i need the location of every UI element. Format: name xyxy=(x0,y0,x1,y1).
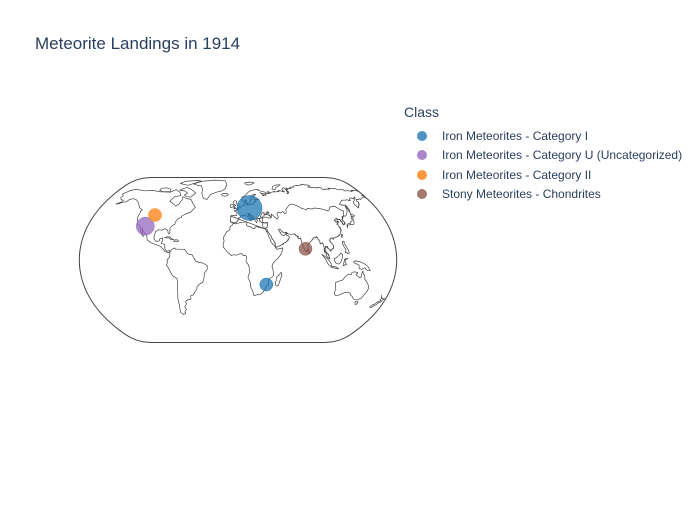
coastline-borneo xyxy=(333,252,344,265)
legend-item-stony-chondrites[interactable]: Stony Meteorites - Chondrites xyxy=(404,185,682,205)
coastline-svalbard xyxy=(244,181,255,186)
globe-outline xyxy=(78,177,398,343)
coastline-novaya-zemlya xyxy=(271,184,281,191)
coastline-cuba xyxy=(164,236,175,241)
coastline-south-america xyxy=(166,247,208,315)
coastline-ellesmere xyxy=(179,180,202,186)
coastline-new-zealand-south xyxy=(369,301,379,308)
coastline-north-america xyxy=(115,189,196,253)
coastline-taiwan xyxy=(340,233,343,238)
meteorite-marker-0-0[interactable] xyxy=(236,195,263,221)
legend-label: Iron Meteorites - Category II xyxy=(442,167,592,182)
meteorite-marker-0-1[interactable] xyxy=(259,277,274,292)
coastline-new-zealand-north xyxy=(378,294,385,303)
legend-marker xyxy=(417,130,427,141)
meteorite-marker-3-0[interactable] xyxy=(298,242,313,256)
legend-marker xyxy=(417,189,427,200)
meteorite-marker-2-0[interactable] xyxy=(148,208,162,222)
coastline-new-guinea xyxy=(353,260,371,271)
coastline-victoria-isl xyxy=(159,187,171,193)
markers-layer xyxy=(136,195,313,292)
coastline-japan xyxy=(346,217,355,229)
coastlines xyxy=(115,179,385,315)
legend-title: Class xyxy=(404,104,440,120)
coastline-greenland xyxy=(193,179,228,200)
legend-label: Iron Meteorites - Category I xyxy=(442,128,589,143)
geo-layer xyxy=(78,177,398,343)
legend-label: Iron Meteorites - Category U (Uncategori… xyxy=(442,148,683,163)
coastline-sulawesi xyxy=(342,258,349,267)
coastline-hispaniola xyxy=(173,239,180,242)
legend-item-iron-category-i[interactable]: Iron Meteorites - Category I xyxy=(404,126,682,146)
legend-item-iron-category-ii[interactable]: Iron Meteorites - Category II xyxy=(404,165,682,185)
chart-title: Meteorite Landings in 1914 xyxy=(35,34,241,53)
legend-marker xyxy=(417,169,427,180)
legend-label: Stony Meteorites - Chondrites xyxy=(442,187,601,202)
coastline-ireland xyxy=(229,203,234,208)
coastline-sakhalin xyxy=(344,204,351,214)
coastline-australia xyxy=(334,270,370,301)
coastline-philippines xyxy=(342,240,350,255)
legend-marker xyxy=(417,150,427,161)
coastline-europe xyxy=(222,183,366,296)
legend-item-iron-category-u[interactable]: Iron Meteorites - Category U (Uncategori… xyxy=(404,146,682,166)
coastline-java xyxy=(330,266,340,270)
coastline-baffin xyxy=(179,187,197,198)
legend: Class Iron Meteorites - Category I Iron … xyxy=(404,104,682,204)
coastline-madagascar xyxy=(274,271,283,287)
coastline-tasmania xyxy=(354,301,359,305)
coastline-sumatra xyxy=(321,254,332,267)
coastline-iceland xyxy=(221,193,229,197)
meteorite-marker-1-0[interactable] xyxy=(136,216,155,236)
coastline-hokkaido xyxy=(349,213,355,218)
